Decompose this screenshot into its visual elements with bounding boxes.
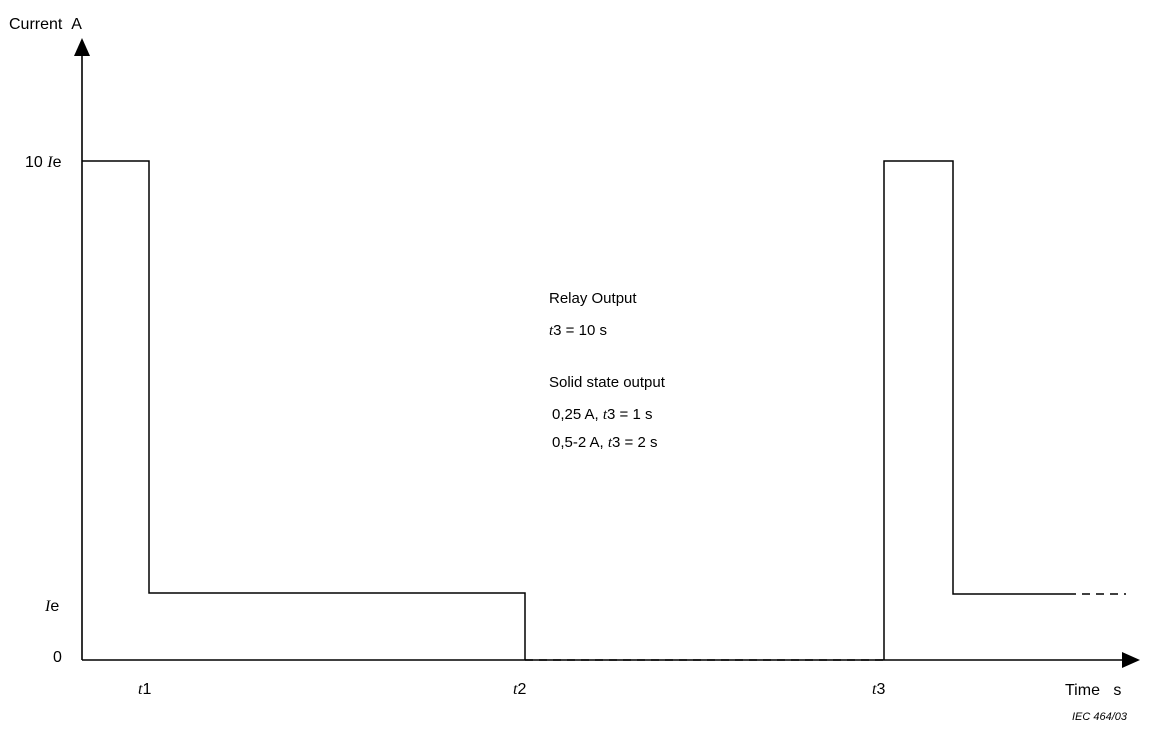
solid-line2-pre: 0,5-2 A,	[552, 434, 608, 451]
x-axis-label: Time	[1065, 682, 1100, 699]
first-current-pulse	[82, 160, 526, 660]
x-tick-t2-var: t	[513, 681, 518, 698]
y-axis-title: Current A	[9, 17, 82, 33]
solid-state-line-2: 0,5-2 A, t3 = 2 s	[552, 435, 658, 451]
y-tick-peak-coef: 10	[25, 154, 43, 171]
y-tick-peak-var: I	[47, 154, 53, 171]
solid-state-line-1: 0,25 A, t3 = 1 s	[552, 407, 653, 423]
x-tick-t1-var: t	[138, 681, 143, 698]
x-axis-unit: s	[1113, 682, 1122, 699]
y-tick-peak-sub: e	[52, 154, 62, 171]
x-tick-t2: t2	[513, 682, 526, 698]
solid-line1-pre: 0,25 A,	[552, 406, 603, 423]
relay-output-title: Relay Output	[549, 290, 637, 307]
solid-state-title: Solid state output	[549, 374, 665, 391]
y-tick-nominal: Ie	[45, 599, 59, 615]
y-tick-peak: 10 Ie	[25, 155, 61, 171]
x-tick-t3: t3	[872, 682, 885, 698]
solid-line2-post: 3 = 2 s	[612, 434, 658, 451]
x-tick-t3-var: t	[872, 681, 877, 698]
x-tick-t3-num: 3	[876, 681, 886, 698]
x-axis-arrow	[1122, 652, 1140, 668]
solid-line1-post: 3 = 1 s	[607, 406, 653, 423]
y-tick-nominal-var: I	[45, 598, 51, 615]
y-axis-unit: A	[71, 16, 82, 33]
x-axis-title: Time s	[1065, 683, 1121, 699]
second-current-pulse	[883, 160, 1068, 660]
relay-output-timing: t3 = 10 s	[549, 323, 607, 339]
figure-reference: IEC 464/03	[1072, 711, 1128, 723]
x-tick-t1: t1	[138, 682, 151, 698]
y-tick-nominal-sub: e	[50, 598, 60, 615]
relay-timing-var: t	[549, 323, 554, 339]
relay-timing-rest: 3 = 10 s	[553, 322, 607, 339]
x-tick-t1-num: 1	[142, 681, 152, 698]
x-tick-t2-num: 2	[517, 681, 527, 698]
solid-line2-var: t	[607, 435, 613, 451]
y-axis-arrow	[74, 38, 90, 56]
y-tick-zero: 0	[53, 649, 62, 666]
y-axis-label: Current	[9, 16, 63, 33]
solid-line1-var: t	[602, 407, 608, 423]
